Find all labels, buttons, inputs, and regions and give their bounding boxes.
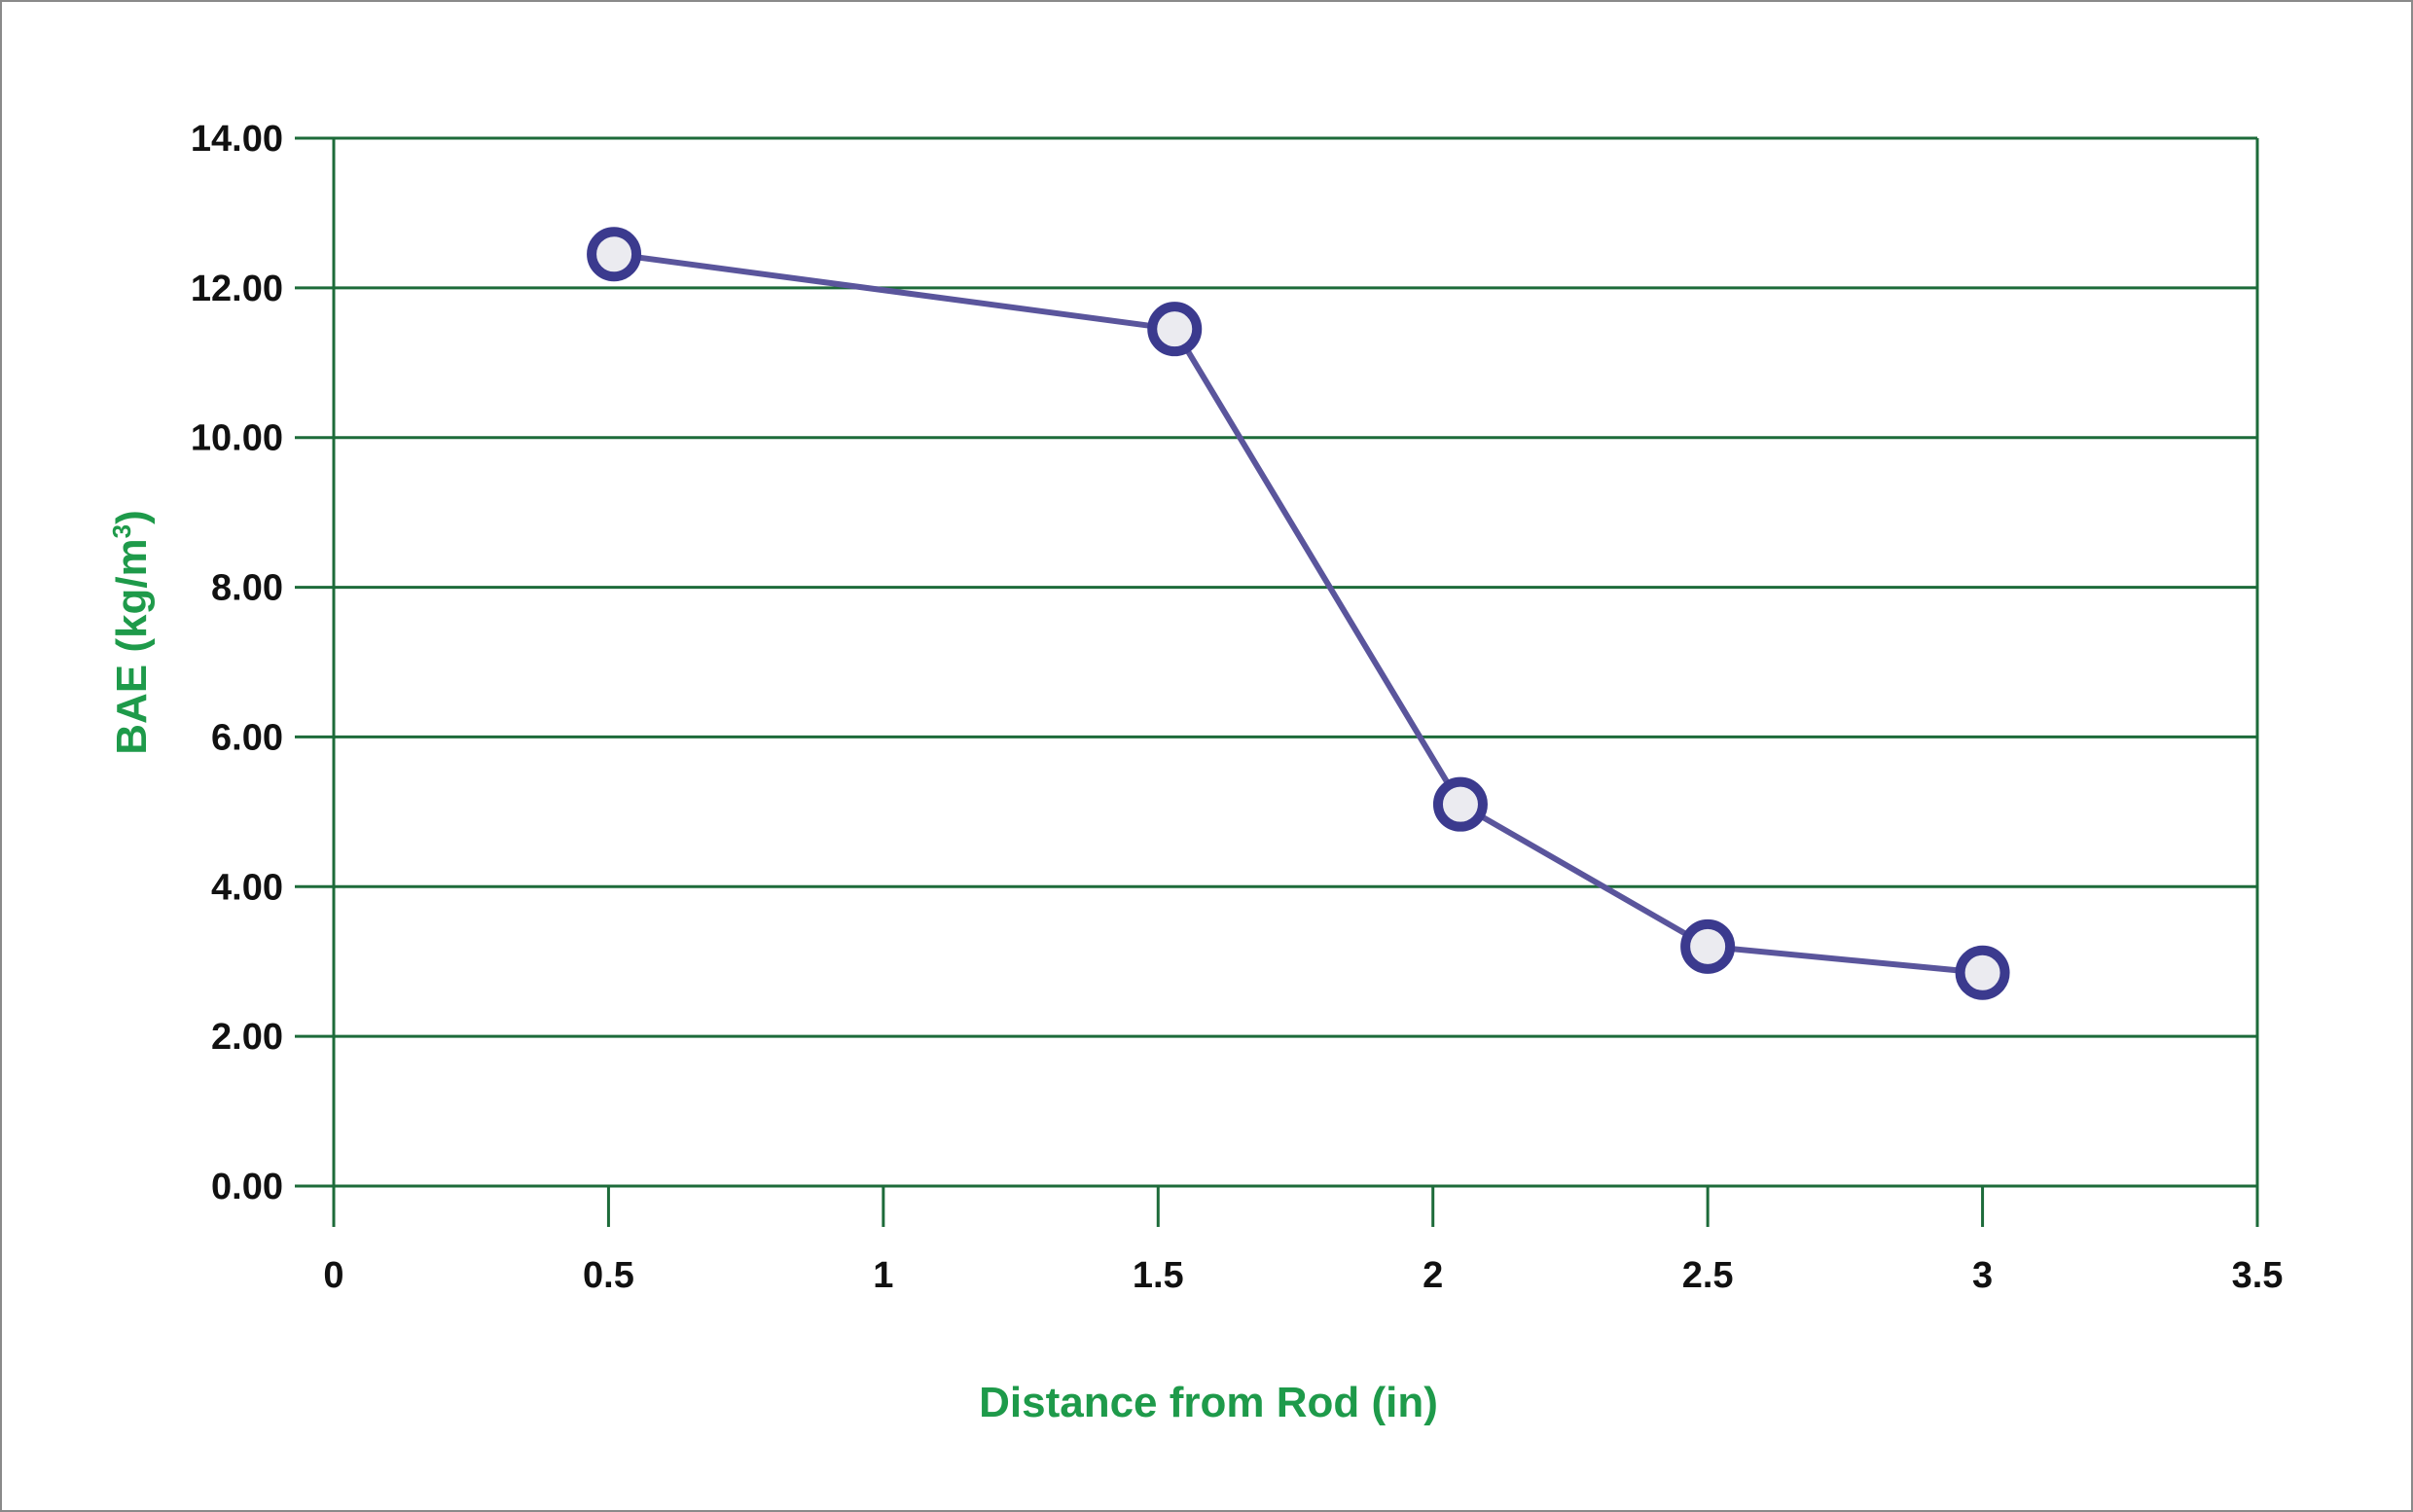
data-point	[1955, 945, 2010, 1000]
x-tick-label: 1	[873, 1255, 893, 1296]
data-point	[1680, 918, 1736, 974]
x-tick-label: 0.5	[583, 1255, 634, 1296]
data-point	[1432, 776, 1488, 832]
x-axis-title: Distance from Rod (in)	[979, 1379, 1438, 1426]
data-point	[587, 227, 642, 282]
y-axis-title-superscript: 3	[107, 524, 136, 538]
x-tick-label: 2	[1423, 1255, 1443, 1296]
y-tick-label: 6.00	[211, 717, 283, 758]
y-axis-title: BAE (kg/m3)	[107, 510, 156, 755]
y-axis-title-close: )	[108, 510, 156, 524]
x-tick-label: 1.5	[1133, 1255, 1184, 1296]
y-axis-tick-labels: 0.00 2.00 4.00 6.00 8.00 10.00 12.00 14.00	[191, 119, 283, 1207]
series	[613, 251, 1983, 976]
x-tick-label: 3.5	[2232, 1255, 2284, 1296]
y-tick-label: 2.00	[211, 1017, 283, 1058]
y-tick-label: 4.00	[211, 867, 283, 908]
x-tick-label: 3	[1972, 1255, 1993, 1296]
series-line	[613, 251, 1983, 976]
axis-ticks	[295, 136, 2259, 1227]
y-tick-label: 14.00	[191, 119, 283, 160]
x-tick-label: 2.5	[1682, 1255, 1734, 1296]
data-point	[1147, 302, 1203, 357]
y-tick-label: 10.00	[191, 418, 283, 459]
y-tick-label: 0.00	[211, 1167, 283, 1207]
x-tick-label: 0	[323, 1255, 343, 1296]
grid	[332, 136, 2259, 1188]
y-axis-title-main: BAE (kg/m	[108, 538, 156, 754]
x-axis-tick-labels: 0 0.5 1 1.5 2 2.5 3 3.5	[323, 1255, 2283, 1296]
y-tick-label: 8.00	[211, 568, 283, 609]
y-tick-label: 12.00	[191, 269, 283, 309]
markers	[587, 227, 2010, 1000]
